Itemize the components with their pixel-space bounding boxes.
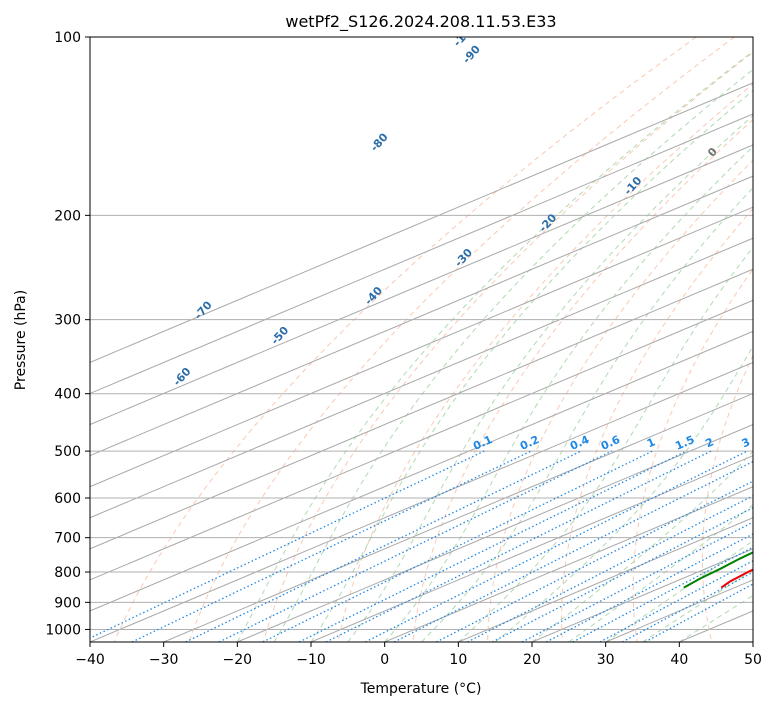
grid-lines — [90, 37, 775, 642]
plot-area — [90, 37, 753, 642]
dry-adiabat-line — [113, 37, 697, 642]
isotherm-line — [90, 144, 753, 426]
moist-adiabat-line — [421, 187, 753, 642]
y-tick-label: 400 — [54, 387, 81, 403]
x-tick-label: −40 — [75, 652, 105, 668]
mixing-ratio-line — [325, 450, 712, 642]
moist-adiabat-line — [605, 540, 753, 642]
dry-adiabat-line — [632, 268, 753, 642]
isotherm-line — [752, 641, 753, 642]
dry-adiabat-line — [263, 51, 753, 642]
isotherm-line — [237, 423, 753, 642]
chart-title: wetPf2_S126.2024.208.11.53.E33 — [285, 12, 556, 32]
mixing-ratio-line — [521, 521, 753, 642]
y-tick-label: 700 — [54, 531, 81, 547]
plot-frame — [89, 36, 754, 643]
isotherm-line — [90, 113, 753, 395]
isotherm-line — [310, 455, 753, 642]
mixing-ratio-line — [436, 480, 753, 642]
isotherm-line — [163, 392, 753, 642]
axes: −40 −30 −20 −10 0 10 20 30 40 50 1000 900 800 700 600 5… — [45, 30, 762, 668]
x-tick-label: 0 — [380, 652, 389, 668]
dry-adiabat-line — [188, 37, 735, 642]
mixing-ratio-line — [262, 450, 653, 642]
y-tick-label: 200 — [54, 208, 81, 224]
moist-adiabat-line — [568, 504, 753, 642]
moist-adiabat-line — [384, 146, 753, 642]
dry-adiabat-line — [487, 159, 753, 642]
y-tick-label: 600 — [54, 491, 81, 507]
isotherm-line — [90, 237, 753, 519]
mixing-ratio-line — [298, 450, 687, 642]
y-tick-label: 300 — [54, 313, 81, 329]
mixing-ratio-label: 4 — [766, 435, 775, 450]
x-tick-label: −10 — [296, 652, 326, 668]
dry-adiabat-line — [412, 118, 753, 642]
isotherm-line — [90, 175, 753, 457]
mixing-ratio-line — [393, 460, 753, 642]
isotherm-line — [458, 517, 753, 642]
x-axis-title: Temperature (°C) — [360, 681, 482, 697]
isotherm-line — [90, 330, 753, 612]
y-tick-label: 1000 — [45, 622, 81, 638]
y-tick-label: 500 — [54, 444, 81, 460]
moist-adiabat-line — [236, 50, 753, 642]
dry-adiabat-line — [561, 207, 753, 642]
y-tick-label: 800 — [54, 565, 81, 581]
x-tick-label: 20 — [523, 652, 541, 668]
isotherm-line — [90, 299, 753, 581]
dry-adiabat-line — [770, 37, 775, 642]
mixing-ratio-line — [131, 450, 532, 642]
y-axis-title: Pressure (hPa) — [13, 290, 29, 390]
moist-adiabat-line — [494, 345, 753, 642]
y-tick-label: 100 — [54, 30, 81, 46]
plot-background — [90, 37, 753, 642]
isotherm-line — [90, 268, 753, 550]
x-tick-label: 10 — [449, 652, 467, 668]
moist-adiabat-line — [457, 246, 753, 642]
isotherm-line — [90, 361, 753, 642]
x-tick-label: −30 — [149, 652, 179, 668]
isotherm-line — [90, 82, 753, 363]
x-tick-label: −20 — [223, 652, 253, 668]
x-tick-label: 30 — [597, 652, 615, 668]
x-tick-label: 40 — [670, 652, 688, 668]
moist-adiabat-line — [347, 114, 753, 642]
mixing-ratio-line — [90, 450, 485, 639]
mixing-ratio-line — [365, 450, 748, 642]
mixing-ratio-line — [218, 450, 613, 642]
isotherm-line — [90, 206, 753, 488]
dry-adiabat-line — [337, 83, 753, 642]
y-tick-label: 900 — [54, 595, 81, 611]
mixing-ratio-line — [545, 533, 753, 642]
x-tick-label: 50 — [744, 652, 762, 668]
isotherm-line — [384, 486, 753, 642]
moist-adiabat-line — [273, 68, 753, 642]
